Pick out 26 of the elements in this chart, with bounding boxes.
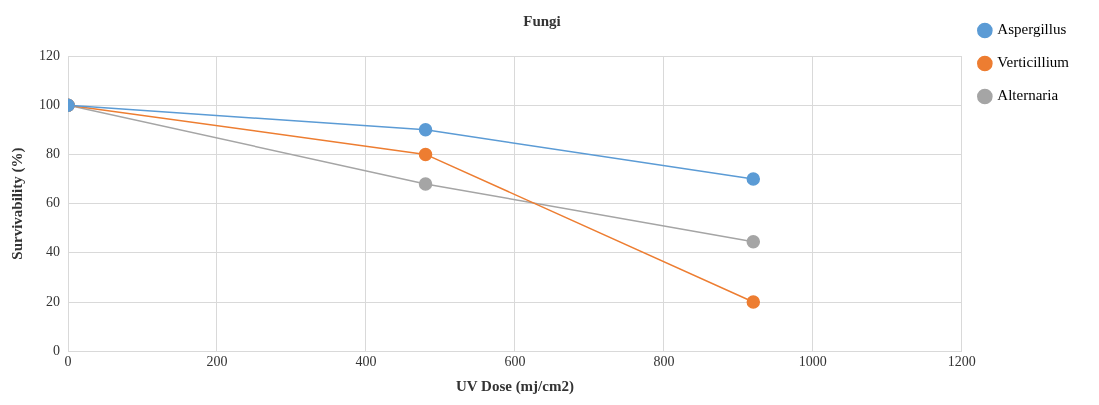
point <box>746 172 761 186</box>
legend-label: Aspergillus <box>997 21 1067 38</box>
y-tick-label: 80 <box>46 146 60 162</box>
y-axis-title: Survivability (%) <box>8 147 26 260</box>
legend-label: Verticillium <box>997 54 1070 71</box>
x-tick-label: 600 <box>504 354 526 370</box>
x-tick-label: 1200 <box>947 354 976 370</box>
legend-label: Alternaria <box>997 87 1059 104</box>
point <box>746 234 761 249</box>
x-tick-label: 200 <box>206 354 228 370</box>
x-tick-label: 1000 <box>798 354 827 370</box>
x-tick-label: 0 <box>64 354 72 370</box>
y-tick-label: 60 <box>46 195 60 211</box>
point <box>418 123 433 137</box>
x-tick-label: 800 <box>653 354 675 370</box>
y-tick-label: 40 <box>46 244 60 260</box>
y-tick-label: 120 <box>39 47 60 63</box>
y-tick-label: 100 <box>39 96 60 112</box>
x-tick-label: 400 <box>355 354 377 370</box>
point <box>746 295 761 309</box>
chart-title: Fungi <box>523 12 561 29</box>
x-axis-title: UV Dose (mj/cm2) <box>455 377 574 395</box>
point <box>418 147 433 162</box>
y-tick-label: 0 <box>53 342 60 358</box>
y-tick-label: 20 <box>46 293 60 309</box>
point <box>418 177 433 191</box>
